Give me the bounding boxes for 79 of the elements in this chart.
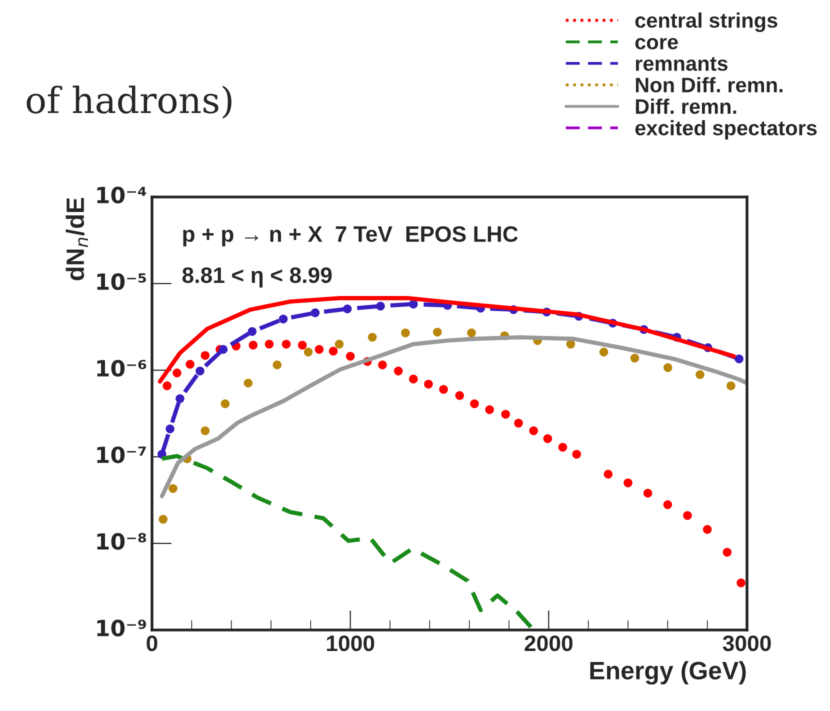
point (624, 478, 632, 488)
point (176, 394, 184, 403)
line-series (160, 335, 747, 498)
point (501, 410, 510, 419)
point (572, 450, 582, 459)
point (455, 391, 464, 400)
point (264, 340, 274, 349)
legend-label: remnants (636, 57, 728, 71)
point (278, 314, 288, 324)
point (310, 308, 320, 318)
point (599, 348, 608, 356)
point (378, 360, 387, 370)
point (558, 442, 568, 452)
point (467, 328, 476, 338)
point (158, 514, 168, 524)
point (328, 346, 338, 356)
point (394, 366, 403, 376)
point (346, 352, 355, 361)
point (248, 340, 258, 350)
point (368, 332, 377, 342)
x-tick-label: 0 (146, 635, 158, 652)
x-tick-label: 2000 (524, 635, 572, 652)
point (485, 405, 494, 414)
text: of hadrons) (26, 86, 232, 119)
point (663, 500, 672, 510)
point (543, 434, 552, 444)
point (424, 380, 433, 389)
x-axis-title: Energy (GeV) (590, 661, 746, 685)
point (702, 525, 712, 534)
legend-label: core (635, 38, 678, 50)
point (736, 578, 746, 588)
point (663, 363, 672, 372)
y-axis-title: dN$_{n}$/dE (66, 198, 88, 280)
point (172, 368, 182, 378)
legend-label: excited spectators (635, 120, 817, 140)
y-tick-label: 10⁻⁶ (97, 360, 146, 377)
y-tick-label: 10⁻⁷ (97, 446, 146, 464)
point (200, 351, 210, 360)
legend-label: central strings (635, 12, 778, 32)
legend-label: Non Diff. remn. (636, 77, 782, 92)
point (166, 424, 174, 434)
point (168, 484, 178, 493)
x-tick-label: 1000 (327, 635, 374, 652)
point (162, 381, 172, 390)
point (186, 360, 194, 369)
point (218, 344, 228, 354)
point (726, 381, 736, 390)
point (248, 327, 257, 336)
y-tick-label: 10⁻⁸ (97, 533, 146, 550)
point (304, 348, 313, 356)
y-tick-label: 10⁻⁵ (97, 273, 146, 290)
point (630, 354, 640, 362)
point (683, 511, 692, 520)
y-tick-label: 10⁻⁴ (97, 186, 146, 204)
point (643, 488, 652, 498)
annotation: 8.81 < η < 8.99 (182, 267, 332, 288)
point (439, 385, 448, 394)
point (272, 360, 282, 370)
point (470, 399, 479, 408)
point (401, 328, 410, 338)
point (722, 548, 732, 557)
point (529, 426, 538, 436)
point (200, 426, 210, 436)
point (409, 374, 418, 384)
point (282, 340, 291, 349)
point (696, 370, 704, 379)
y-tick-label: 10⁻⁹ (97, 620, 146, 636)
point (298, 340, 307, 350)
point (314, 344, 324, 354)
point (604, 470, 613, 479)
point (514, 418, 523, 428)
point (244, 378, 253, 388)
point (433, 328, 442, 337)
point (196, 366, 204, 376)
x-tick-label: 3000 (722, 635, 771, 652)
point (334, 340, 344, 349)
annotation: p + p → n + X 7 TeV EPOS LHC (183, 226, 518, 246)
point (220, 399, 230, 408)
legend-label: Diff. remn. (636, 98, 736, 114)
